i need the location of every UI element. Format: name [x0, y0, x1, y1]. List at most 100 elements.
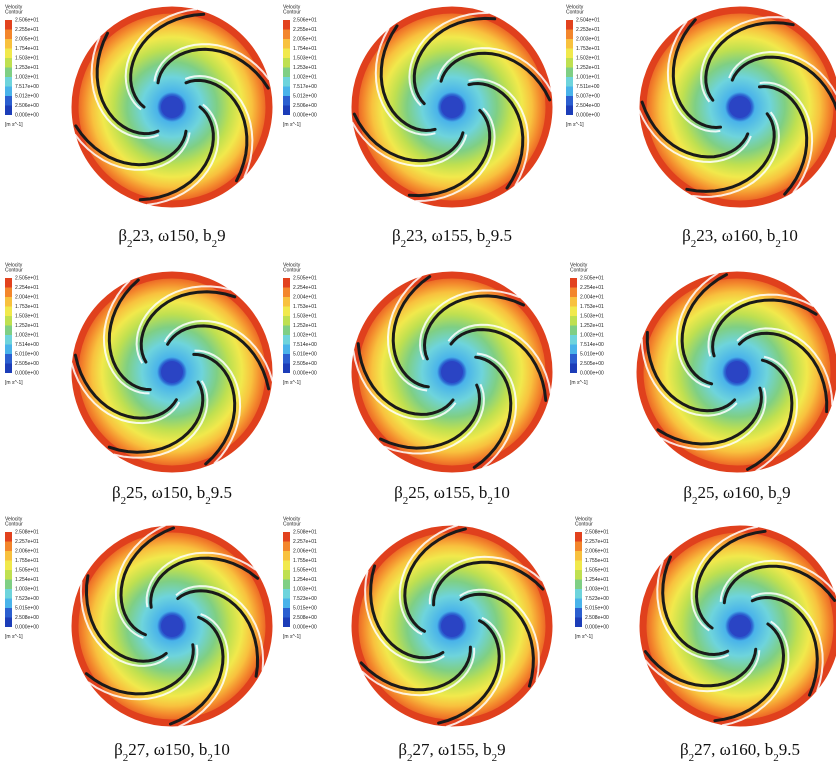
- legend-swatch: [5, 307, 12, 317]
- legend-unit: [m s^-1]: [283, 122, 301, 128]
- legend-swatch: [283, 364, 290, 374]
- legend-swatch: [283, 87, 290, 97]
- legend-tick-label: 2.506e+00: [15, 103, 39, 109]
- legend-tick-label: 1.003e+01: [585, 586, 609, 592]
- panel: VelocityContour2.506e+012.255e+012.005e+…: [283, 4, 552, 250]
- legend-tick-label: 1.755e+01: [15, 558, 39, 564]
- legend-tick-label: 7.517e+00: [293, 84, 317, 90]
- legend-tick-label: 2.255e+01: [15, 27, 39, 33]
- legend-tick-label: 2.004e+01: [293, 294, 317, 300]
- legend-swatch: [283, 345, 290, 355]
- legend-swatch: [5, 77, 12, 87]
- legend-tick-label: 5.007e+00: [576, 93, 600, 99]
- legend-tick-label: 2.506e+01: [15, 17, 39, 23]
- legend-tick-label: 0.000e+00: [15, 370, 39, 376]
- legend-swatch: [5, 326, 12, 336]
- legend-tick-label: 5.012e+00: [15, 93, 39, 99]
- legend-swatch: [570, 326, 577, 336]
- legend-swatch: [283, 30, 290, 40]
- legend-swatch: [575, 561, 582, 571]
- legend-swatch: [283, 354, 290, 364]
- legend-swatch: [575, 532, 582, 542]
- legend-tick-label: 2.505e+00: [580, 361, 604, 367]
- legend-tick-label: 1.753e+01: [293, 304, 317, 310]
- caption-part: β: [683, 483, 692, 502]
- legend-tick-label: 5.015e+00: [585, 605, 609, 611]
- legend-tick-label: 2.257e+01: [15, 539, 39, 545]
- legend-swatch: [566, 77, 573, 87]
- legend-tick-label: 0.000e+00: [580, 370, 604, 376]
- legend-unit: [m s^-1]: [5, 122, 23, 128]
- legend-tick-label: 1.002e+01: [580, 332, 604, 338]
- caption-part: 9.5: [491, 226, 512, 245]
- legend-swatch: [570, 307, 577, 317]
- legend-tick-label: 2.504e+01: [576, 17, 600, 23]
- panel: VelocityContour2.505e+012.254e+012.004e+…: [5, 262, 273, 507]
- legend-swatch: [575, 618, 582, 628]
- legend-title: Contour: [283, 267, 301, 273]
- legend-tick-label: 2.508e+01: [293, 529, 317, 535]
- legend-title: Contour: [283, 9, 301, 15]
- legend-tick-label: 1.754e+01: [15, 46, 39, 52]
- hub: [441, 96, 463, 118]
- legend-tick-label: 5.015e+00: [15, 605, 39, 611]
- legend-swatch: [5, 49, 12, 59]
- legend-swatch: [5, 20, 12, 30]
- caption-part: β: [392, 226, 401, 245]
- legend-swatch: [566, 68, 573, 78]
- legend-swatch: [5, 288, 12, 298]
- legend-swatch: [570, 278, 577, 288]
- legend-tick-label: 2.505e+01: [293, 275, 317, 281]
- legend-swatch: [5, 599, 12, 609]
- legend-tick-label: 2.254e+01: [15, 285, 39, 291]
- legend-tick-label: 1.254e+01: [15, 577, 39, 583]
- legend-tick-label: 2.506e+01: [293, 17, 317, 23]
- caption-part: 27, ω155, b: [412, 740, 491, 759]
- legend-swatch: [5, 39, 12, 49]
- legend-tick-label: 0.000e+00: [293, 370, 317, 376]
- legend-swatch: [566, 49, 573, 59]
- legend-swatch: [575, 551, 582, 561]
- legend-tick-label: 7.517e+00: [15, 84, 39, 90]
- legend-swatch: [566, 30, 573, 40]
- legend-swatch: [283, 561, 290, 571]
- legend-tick-label: 1.503e+01: [293, 55, 317, 61]
- legend-tick-label: 1.253e+01: [15, 65, 39, 71]
- legend-tick-label: 0.000e+00: [585, 624, 609, 630]
- legend-tick-label: 2.004e+01: [580, 294, 604, 300]
- legend-tick-label: 1.755e+01: [293, 558, 317, 564]
- panel: VelocityContour2.508e+012.257e+012.006e+…: [283, 516, 552, 764]
- legend-swatch: [570, 364, 577, 374]
- legend-tick-label: 1.252e+01: [580, 323, 604, 329]
- legend-title: Contour: [575, 521, 593, 527]
- caption-part: 9: [497, 740, 506, 759]
- hub: [726, 361, 748, 383]
- legend-tick-label: 1.753e+01: [576, 46, 600, 52]
- hub: [441, 361, 463, 383]
- legend-swatch: [283, 542, 290, 552]
- legend-swatch: [566, 96, 573, 106]
- legend-tick-label: 1.003e+01: [293, 586, 317, 592]
- legend-tick-label: 7.514e+00: [580, 342, 604, 348]
- legend-tick-label: 1.503e+01: [15, 313, 39, 319]
- legend-tick-label: 1.505e+01: [293, 567, 317, 573]
- legend-swatch: [283, 618, 290, 628]
- legend-tick-label: 0.000e+00: [15, 112, 39, 118]
- legend-swatch: [5, 58, 12, 68]
- panel: VelocityContour2.506e+012.255e+012.005e+…: [5, 4, 272, 250]
- legend-swatch: [5, 364, 12, 374]
- legend-tick-label: 2.003e+01: [576, 36, 600, 42]
- legend-swatch: [575, 570, 582, 580]
- legend-tick-label: 0.000e+00: [15, 624, 39, 630]
- hub: [161, 615, 183, 637]
- legend-swatch: [5, 30, 12, 40]
- legend-unit: [m s^-1]: [283, 634, 301, 640]
- legend-swatch: [283, 599, 290, 609]
- legend-swatch: [283, 106, 290, 116]
- legend-tick-label: 1.755e+01: [585, 558, 609, 564]
- legend-swatch: [5, 618, 12, 628]
- legend-tick-label: 7.523e+00: [293, 596, 317, 602]
- legend-title: Contour: [566, 9, 584, 15]
- legend-swatch: [283, 297, 290, 307]
- legend-tick-label: 1.002e+01: [15, 74, 39, 80]
